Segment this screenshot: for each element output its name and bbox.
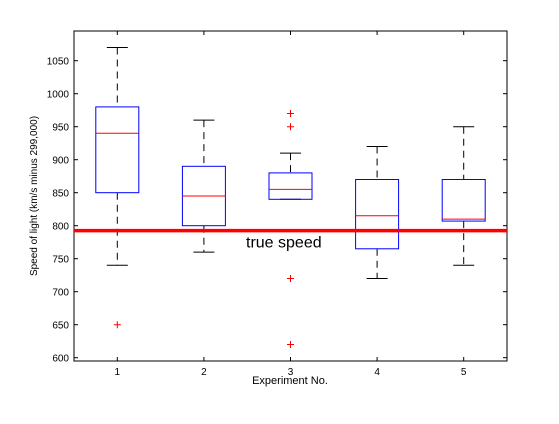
x-tick-label: 1 [115, 367, 121, 378]
box-group-4 [355, 146, 400, 279]
plot-area [73, 30, 508, 362]
y-tick-label: 850 [52, 189, 69, 200]
box-group-3 [268, 110, 313, 348]
box-group-5 [441, 126, 486, 266]
box-iqr [268, 172, 313, 200]
outlier-marker [287, 110, 294, 117]
box-group-1 [95, 47, 140, 329]
x-tick-label: 3 [288, 367, 294, 378]
x-axis-label: Experiment No. [252, 375, 328, 387]
box-iqr [95, 106, 140, 194]
y-tick-label: 700 [52, 288, 69, 299]
y-tick-label: 600 [52, 354, 69, 365]
outlier-marker [287, 341, 294, 348]
outlier-marker [113, 321, 121, 329]
y-tick-label: 750 [52, 255, 69, 266]
axis-ticks: 600 650 700 750 800 850 900 950 1000 1050 1 2 3 4 5 [47, 31, 507, 378]
x-tick-label: 4 [374, 367, 380, 378]
outlier-marker [287, 123, 294, 131]
box-iqr [355, 179, 400, 250]
x-tick-label: 2 [201, 367, 207, 378]
y-tick-label: 900 [52, 156, 69, 167]
y-tick-label: 650 [52, 321, 69, 332]
box-iqr [441, 179, 486, 222]
y-tick-label: 950 [52, 123, 69, 134]
outlier-marker [287, 275, 294, 282]
boxes [95, 47, 486, 348]
true-speed-label: true speed [246, 235, 322, 252]
y-tick-label: 1000 [47, 90, 70, 101]
y-axis-label: Speed of light (km/s minus 299,000) [29, 116, 40, 276]
x-tick-label: 5 [461, 367, 467, 378]
y-tick-label: 1050 [47, 57, 70, 68]
y-tick-label: 800 [52, 222, 69, 233]
